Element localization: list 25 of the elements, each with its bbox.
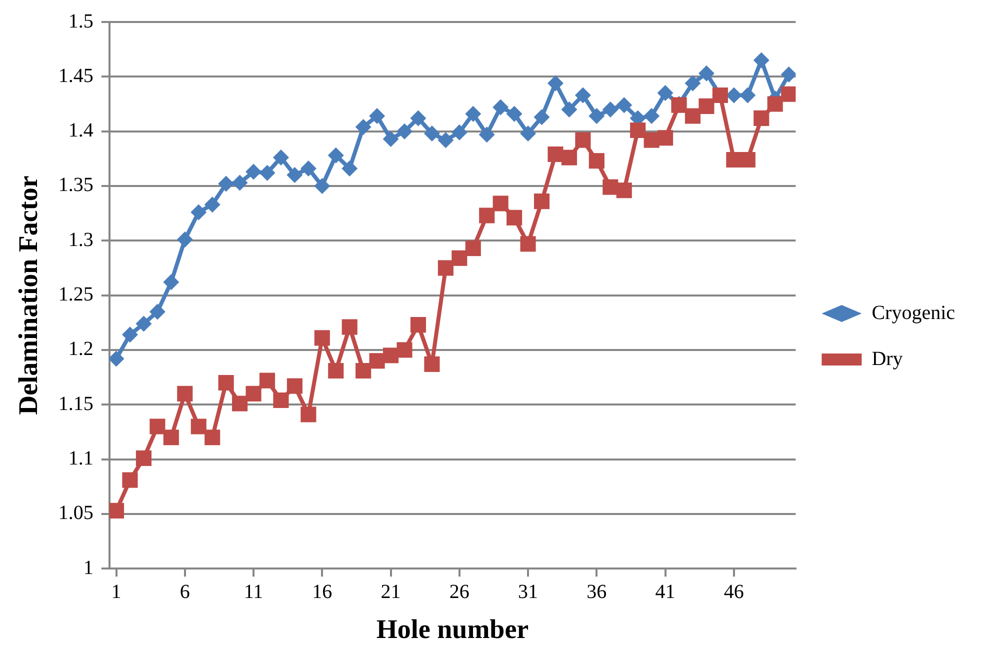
x-tick-label: 6 — [180, 580, 190, 603]
y-tick-label: 1 — [83, 556, 94, 579]
legend-label: Cryogenic — [872, 302, 956, 324]
y-tick-label: 1.1 — [68, 448, 94, 470]
y-tick-label: 1.4 — [68, 120, 94, 142]
x-tick-label: 41 — [655, 580, 676, 603]
x-tick-label: 16 — [312, 580, 332, 603]
y-tick-label: 1.15 — [58, 392, 94, 415]
x-tick-label: 26 — [449, 580, 470, 603]
x-tick-label: 21 — [380, 580, 401, 603]
x-tick-label: 46 — [724, 580, 744, 603]
x-tick-label: 11 — [244, 580, 264, 603]
x-tick-label: 36 — [586, 580, 607, 603]
y-tick-label: 1.05 — [58, 502, 94, 524]
y-tick-label: 1.2 — [68, 338, 94, 360]
x-tick-label: 1 — [111, 580, 122, 603]
y-tick-label: 1.45 — [58, 64, 94, 87]
y-tick-label: 1.5 — [68, 10, 94, 32]
y-tick-label: 1.35 — [58, 174, 94, 196]
x-tick-label: 31 — [518, 580, 538, 603]
y-tick-label: 1.25 — [58, 284, 94, 306]
y-axis-title: Delamination Factor — [13, 176, 44, 415]
legend-label: Dry — [872, 348, 903, 370]
x-axis-title: Hole number — [376, 614, 529, 644]
y-tick-label: 1.3 — [68, 228, 94, 251]
